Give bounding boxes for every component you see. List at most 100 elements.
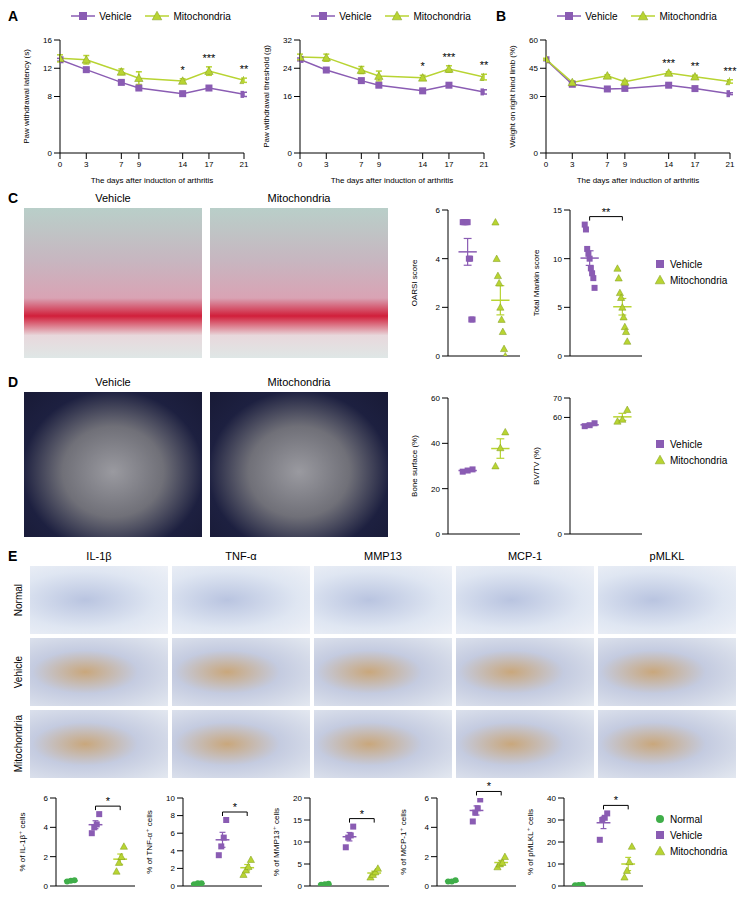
svg-text:15: 15 <box>293 816 302 825</box>
svg-text:3: 3 <box>324 160 329 169</box>
svg-text:40: 40 <box>431 439 440 448</box>
svg-text:Bone surface (%): Bone surface (%) <box>410 435 419 497</box>
svg-text:21: 21 <box>240 160 249 169</box>
svg-text:7: 7 <box>605 160 610 169</box>
svg-text:0: 0 <box>436 352 441 361</box>
svg-text:0: 0 <box>425 882 430 891</box>
svg-text:2: 2 <box>44 853 49 862</box>
svg-text:Weight on right hind limb (%): Weight on right hind limb (%) <box>508 45 517 148</box>
svg-text:Paw withdrawal threshold (g): Paw withdrawal threshold (g) <box>262 45 271 148</box>
svg-text:**: ** <box>240 63 249 75</box>
svg-text:5: 5 <box>298 860 303 869</box>
svg-text:17: 17 <box>690 160 699 169</box>
svg-text:0: 0 <box>544 160 549 169</box>
svg-text:8: 8 <box>171 811 176 820</box>
svg-text:0: 0 <box>552 882 557 891</box>
svg-text:The days after induction of ar: The days after induction of arthritis <box>91 176 214 185</box>
svg-text:*: * <box>487 780 492 792</box>
svg-text:% of MMP13⁺ cells: % of MMP13⁺ cells <box>272 808 281 876</box>
svg-text:0: 0 <box>558 352 563 361</box>
svg-text:10: 10 <box>547 860 556 869</box>
svg-text:40: 40 <box>547 794 556 803</box>
svg-text:*: * <box>181 64 186 76</box>
svg-text:0: 0 <box>44 882 49 891</box>
svg-text:60: 60 <box>529 36 538 45</box>
svg-text:0: 0 <box>558 530 563 539</box>
svg-text:0: 0 <box>48 149 53 158</box>
svg-text:21: 21 <box>480 160 489 169</box>
svg-text:0: 0 <box>298 882 303 891</box>
svg-text:14: 14 <box>418 160 427 169</box>
svg-text:The days after induction of ar: The days after induction of arthritis <box>331 176 454 185</box>
svg-text:0: 0 <box>288 149 293 158</box>
svg-text:***: *** <box>662 57 676 69</box>
svg-text:*: * <box>421 60 426 72</box>
svg-text:7: 7 <box>119 160 124 169</box>
svg-text:4: 4 <box>425 823 430 832</box>
svg-text:15: 15 <box>553 206 562 215</box>
svg-text:10: 10 <box>293 838 302 847</box>
svg-text:4: 4 <box>171 847 176 856</box>
svg-text:**: ** <box>480 59 489 71</box>
svg-text:2: 2 <box>425 853 430 862</box>
svg-text:12: 12 <box>43 64 52 73</box>
svg-text:4: 4 <box>44 823 49 832</box>
svg-text:30: 30 <box>547 816 556 825</box>
svg-text:2: 2 <box>171 864 176 873</box>
svg-text:9: 9 <box>137 160 142 169</box>
svg-text:0: 0 <box>436 530 441 539</box>
svg-text:*: * <box>360 808 365 820</box>
svg-text:24: 24 <box>283 64 292 73</box>
svg-text:The days after induction of ar: The days after induction of arthritis <box>577 176 700 185</box>
svg-text:***: *** <box>203 52 217 64</box>
svg-text:3: 3 <box>84 160 89 169</box>
svg-text:14: 14 <box>178 160 187 169</box>
svg-text:6: 6 <box>436 206 441 215</box>
svg-text:6: 6 <box>171 829 176 838</box>
svg-text:% of pMLKL⁺ cells: % of pMLKL⁺ cells <box>526 809 535 875</box>
svg-text:20: 20 <box>293 794 302 803</box>
svg-text:17: 17 <box>444 160 453 169</box>
svg-text:**: ** <box>691 60 700 72</box>
svg-text:0: 0 <box>58 160 63 169</box>
svg-text:21: 21 <box>726 160 735 169</box>
svg-text:0: 0 <box>298 160 303 169</box>
svg-text:Paw withdrawal latency (s): Paw withdrawal latency (s) <box>22 49 31 144</box>
svg-text:***: *** <box>724 65 738 77</box>
svg-text:16: 16 <box>283 92 292 101</box>
svg-text:*: * <box>106 795 111 807</box>
svg-text:5: 5 <box>558 303 563 312</box>
svg-text:14: 14 <box>664 160 673 169</box>
svg-text:17: 17 <box>204 160 213 169</box>
svg-text:70: 70 <box>553 394 562 403</box>
svg-text:3: 3 <box>570 160 575 169</box>
svg-text:% of IL-1β⁺ cells: % of IL-1β⁺ cells <box>18 812 27 871</box>
svg-text:% of MCP-1⁺ cells: % of MCP-1⁺ cells <box>399 809 408 875</box>
svg-text:60: 60 <box>553 413 562 422</box>
svg-text:9: 9 <box>377 160 382 169</box>
svg-text:% of TNF-α⁺ cells: % of TNF-α⁺ cells <box>145 810 154 873</box>
svg-text:32: 32 <box>283 36 292 45</box>
svg-text:8: 8 <box>48 92 53 101</box>
svg-text:10: 10 <box>553 255 562 264</box>
svg-text:30: 30 <box>529 92 538 101</box>
svg-text:16: 16 <box>43 36 52 45</box>
svg-text:*: * <box>614 794 619 806</box>
svg-text:10: 10 <box>166 794 175 803</box>
svg-text:**: ** <box>602 206 611 218</box>
svg-text:6: 6 <box>44 794 49 803</box>
svg-text:7: 7 <box>359 160 364 169</box>
svg-text:9: 9 <box>623 160 628 169</box>
svg-text:20: 20 <box>547 838 556 847</box>
svg-text:2: 2 <box>436 303 441 312</box>
svg-text:0: 0 <box>534 149 539 158</box>
svg-text:OARSI score: OARSI score <box>410 259 419 306</box>
svg-text:20: 20 <box>431 485 440 494</box>
svg-text:*: * <box>233 801 238 813</box>
svg-text:Total Mankin score: Total Mankin score <box>532 249 541 316</box>
svg-text:BV/TV (%): BV/TV (%) <box>532 447 541 485</box>
svg-text:4: 4 <box>436 255 441 264</box>
svg-text:60: 60 <box>431 394 440 403</box>
svg-text:6: 6 <box>425 794 430 803</box>
svg-text:0: 0 <box>171 882 176 891</box>
